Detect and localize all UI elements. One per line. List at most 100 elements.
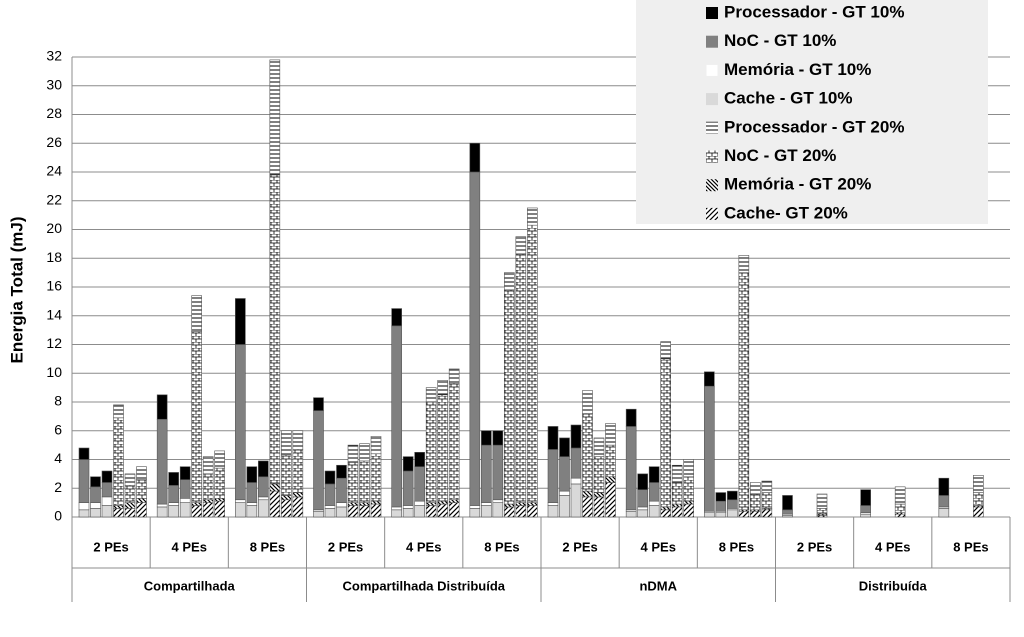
bar-segment <box>336 506 347 518</box>
bar-segment <box>414 500 425 506</box>
bar-segment <box>136 498 147 503</box>
bar-segment <box>179 466 191 480</box>
legend-label: NoC - GT 10% <box>724 31 836 50</box>
bar-segment <box>860 505 871 513</box>
legend-box <box>636 0 988 224</box>
bar-segment <box>683 503 694 518</box>
bar-segment <box>625 408 637 427</box>
bar-segment <box>683 459 694 478</box>
bar-segment <box>347 505 359 518</box>
legend-label: Cache- GT 20% <box>724 203 848 222</box>
x-tick-label: 2 PEs <box>562 539 597 554</box>
bar-segment <box>313 397 324 411</box>
bar-segment <box>492 430 504 446</box>
x-tick-label: 4 PEs <box>172 539 207 554</box>
bar-segment <box>168 505 179 518</box>
bar-segment <box>214 450 225 469</box>
bar-segment <box>414 466 425 502</box>
bar-segment <box>191 331 202 503</box>
bar-segment <box>660 341 671 360</box>
bar-segment <box>637 509 648 518</box>
bar-segment <box>547 505 559 518</box>
bar-segment <box>469 171 481 506</box>
bar-segment <box>136 479 147 499</box>
bar-segment <box>527 505 538 518</box>
bar-segment <box>124 485 136 503</box>
bar-segment <box>370 503 382 518</box>
x-tick-label: 2 PEs <box>797 539 832 554</box>
bar-segment <box>258 496 269 501</box>
bar-segment <box>973 506 984 518</box>
legend-swatch <box>706 35 718 48</box>
x-tick-label: 8 PEs <box>719 539 754 554</box>
bar-segment <box>124 473 136 486</box>
bar-segment <box>113 505 124 509</box>
bar-segment <box>202 473 214 501</box>
bar-segment <box>671 464 683 483</box>
x-tick-label: 8 PEs <box>484 539 519 554</box>
bar-segment <box>938 477 950 496</box>
y-tick-label: 12 <box>46 335 62 351</box>
bar-segment <box>515 502 527 506</box>
bar-segment <box>414 452 425 467</box>
bar-segment <box>124 508 136 518</box>
bar-segment <box>559 456 570 492</box>
bar-segment <box>570 477 582 485</box>
x-tick-label: 2 PEs <box>328 539 363 554</box>
bar-segment <box>336 464 347 479</box>
bar-segment <box>402 456 414 472</box>
bar-segment <box>437 394 448 502</box>
bar-segment <box>894 503 906 513</box>
bar-segment <box>704 385 715 512</box>
bar-segment <box>593 496 605 518</box>
bar-segment <box>782 495 793 511</box>
bar-segment <box>469 508 481 518</box>
bar-segment <box>671 482 683 505</box>
bar-segment <box>481 505 492 518</box>
bar-segment <box>269 59 281 176</box>
bar-segment <box>113 417 124 506</box>
bar-segment <box>715 492 727 502</box>
bar-segment <box>136 466 147 480</box>
bar-segment <box>391 325 402 508</box>
y-tick-label: 32 <box>46 48 62 64</box>
bar-segment <box>660 506 671 511</box>
group-label: Compartilhada Distribuída <box>342 578 505 593</box>
bar-segment <box>559 490 570 496</box>
bar-segment <box>671 506 683 518</box>
bar-segment <box>448 368 460 384</box>
x-tick-label: 8 PEs <box>953 539 988 554</box>
bar-segment <box>648 482 660 502</box>
bar-segment <box>414 505 425 518</box>
legend-swatch <box>706 150 718 163</box>
bar-segment <box>101 482 113 498</box>
legend-swatch <box>706 7 718 19</box>
y-tick-label: 22 <box>46 191 62 207</box>
y-tick-label: 14 <box>46 306 62 322</box>
y-tick-label: 28 <box>46 105 62 121</box>
bar-segment <box>660 358 671 508</box>
bar-segment <box>425 401 437 503</box>
bar-segment <box>547 426 559 450</box>
bar-segment <box>370 500 382 505</box>
bar-segment <box>750 510 761 518</box>
bar-segment <box>292 430 304 450</box>
bar-segment <box>738 272 750 511</box>
bar-segment <box>136 502 147 518</box>
bar-segment <box>179 502 191 518</box>
bar-segment <box>605 476 616 483</box>
bar-segment <box>860 489 871 506</box>
bar-segment <box>515 253 527 503</box>
bar-segment <box>156 506 168 518</box>
bar-segment <box>860 513 871 518</box>
bar-segment <box>527 207 538 226</box>
bar-segment <box>78 459 90 503</box>
bar-segment <box>246 466 258 483</box>
bar-segment <box>359 460 370 503</box>
legend-label: Processador - GT 20% <box>724 117 904 136</box>
bar-segment <box>214 500 225 518</box>
bar-segment <box>359 443 370 462</box>
bar-segment <box>504 272 515 291</box>
bar-segment <box>425 505 437 518</box>
